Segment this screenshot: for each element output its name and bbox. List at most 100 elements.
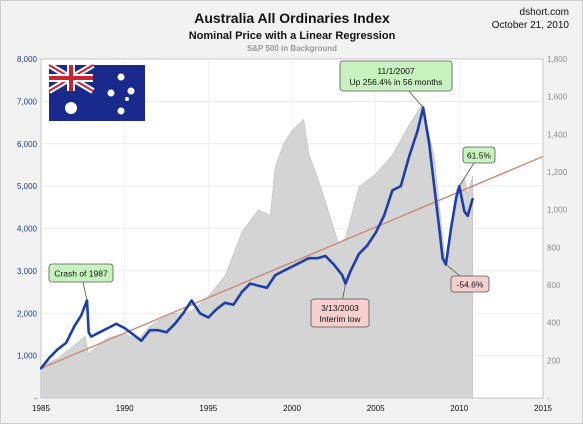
- callout-text: 61.5%: [467, 151, 492, 161]
- flag-star: [127, 87, 135, 95]
- y-tick-label: 4,000: [17, 225, 38, 234]
- y-tick-label: 3,000: [17, 267, 38, 276]
- callout-box: [450, 275, 490, 293]
- flag-star: [117, 73, 125, 81]
- data-point: [416, 129, 419, 133]
- y2-tick-label: 1,800: [547, 55, 568, 64]
- data-point: [374, 231, 377, 234]
- flag-star: [107, 89, 115, 97]
- y2-tick-label: 1,000: [547, 206, 568, 215]
- data-point: [438, 227, 441, 230]
- data-point: [391, 189, 394, 192]
- x-tick-label: 1995: [199, 404, 217, 413]
- y2-tick-label: 400: [547, 319, 561, 328]
- data-point: [73, 324, 76, 328]
- callout-box: [339, 60, 453, 92]
- data-point: [471, 197, 474, 200]
- data-point: [299, 261, 302, 264]
- y2-tick-label: -: [547, 394, 550, 403]
- data-point: [341, 274, 344, 277]
- flag-star: [125, 97, 129, 101]
- data-point: [240, 290, 243, 294]
- chart-title: Australia All Ordinaries Index: [194, 10, 390, 26]
- data-point: [232, 303, 235, 306]
- data-point: [449, 227, 453, 230]
- y-tick-label: 1,000: [17, 352, 38, 361]
- data-point: [123, 326, 126, 330]
- data-point: [182, 312, 185, 315]
- data-point: [324, 254, 327, 258]
- chart-subtitle: Nominal Price with a Linear Regression: [189, 30, 396, 42]
- data-point: [316, 257, 319, 260]
- data-point: [399, 185, 402, 188]
- data-point: [223, 301, 227, 304]
- data-point: [466, 214, 469, 217]
- data-point: [215, 307, 218, 311]
- y2-tick-label: 1,600: [547, 93, 568, 102]
- flag-cross-red: [49, 76, 93, 80]
- data-point: [39, 367, 43, 370]
- data-point: [98, 331, 101, 334]
- flag-star: [117, 107, 125, 115]
- source-label: dshort.com: [520, 7, 569, 18]
- data-point: [349, 269, 352, 272]
- y-tick-label: 6,000: [17, 140, 38, 149]
- data-point: [366, 244, 369, 247]
- callout-text: 11/1/2007: [377, 66, 414, 76]
- data-point: [454, 197, 458, 200]
- data-point: [90, 335, 93, 338]
- data-point: [307, 257, 310, 260]
- data-point: [332, 263, 335, 266]
- data-point: [290, 265, 294, 268]
- callout-box: [310, 298, 370, 328]
- y-tick-label: 7,000: [17, 97, 38, 106]
- x-tick-label: 2005: [367, 404, 385, 413]
- data-point: [382, 214, 386, 217]
- x-tick-label: 2015: [534, 404, 552, 413]
- y2-tick-label: 600: [547, 281, 561, 290]
- y2-tick-label: 200: [547, 356, 561, 365]
- data-point: [463, 210, 466, 213]
- data-point: [148, 329, 151, 332]
- data-point: [441, 257, 444, 260]
- y-tick-label: 5,000: [17, 182, 38, 191]
- y-tick-label: 8,000: [17, 55, 38, 64]
- callout-box: [462, 146, 496, 164]
- x-tick-label: 2010: [450, 404, 468, 413]
- callout-text: Crash of 1987: [54, 269, 108, 279]
- x-tick-label: 2000: [283, 404, 301, 413]
- data-point: [56, 348, 59, 351]
- callout-text: -54.6%: [457, 280, 484, 290]
- data-point: [115, 322, 118, 325]
- callout-text: 3/13/2003: [321, 303, 359, 313]
- y-tick-label: -: [34, 394, 37, 403]
- data-point: [408, 155, 411, 158]
- data-point: [265, 286, 268, 289]
- data-point: [173, 322, 176, 325]
- data-point: [257, 284, 260, 287]
- data-point: [207, 316, 210, 319]
- flag-star: [65, 102, 77, 114]
- y2-tick-label: 1,200: [547, 168, 568, 177]
- data-point: [140, 339, 143, 342]
- y2-tick-label: 1,400: [547, 130, 568, 139]
- data-point: [357, 252, 361, 256]
- data-point: [428, 142, 431, 145]
- chart-note: S&P 500 in Background: [247, 44, 337, 53]
- data-point: [190, 299, 193, 302]
- data-point: [80, 314, 83, 317]
- data-point: [249, 282, 252, 285]
- data-point: [165, 331, 168, 334]
- x-tick-label: 1990: [116, 404, 134, 413]
- data-point: [87, 331, 90, 334]
- data-point: [157, 329, 160, 332]
- data-point: [106, 326, 110, 330]
- callout-text: Up 256.4% in 56 months: [349, 77, 442, 87]
- australia-flag-icon: [47, 62, 145, 121]
- data-point: [282, 269, 285, 272]
- data-point: [198, 312, 202, 315]
- data-point: [131, 333, 135, 336]
- data-point: [433, 185, 436, 188]
